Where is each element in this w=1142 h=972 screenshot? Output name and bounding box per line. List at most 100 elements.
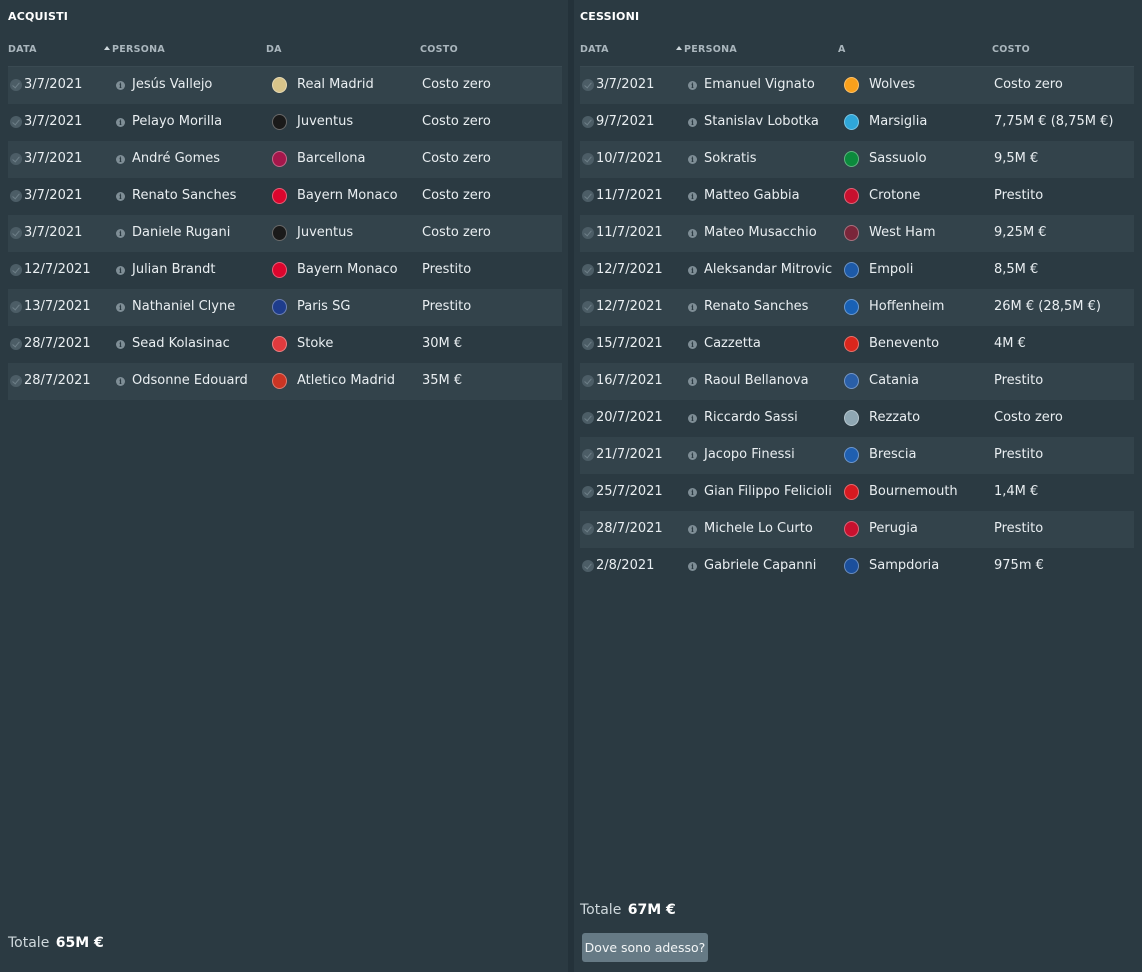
info-icon[interactable]: i (116, 229, 125, 238)
row-club[interactable]: Empoli (869, 262, 914, 277)
row-person[interactable]: Odsonne Edouard (132, 373, 248, 388)
row-club[interactable]: Wolves (869, 77, 916, 92)
row-club[interactable]: Marsiglia (869, 114, 928, 129)
row-club[interactable]: West Ham (869, 225, 936, 240)
row-club[interactable]: Perugia (869, 521, 918, 536)
table-row[interactable]: 11/7/2021 i Mateo Musacchio West Ham 9,25M € (580, 215, 1134, 252)
row-person[interactable]: Gabriele Capanni (704, 558, 817, 573)
table-row[interactable]: 13/7/2021 i Nathaniel Clyne Paris SG Prestit… (8, 289, 562, 326)
table-row[interactable]: 10/7/2021 i Sokratis Sassuolo 9,5M € (580, 141, 1134, 178)
table-row[interactable]: 3/7/2021 i Pelayo Morilla Juventus Costo zer… (8, 104, 562, 141)
table-row[interactable]: 11/7/2021 i Matteo Gabbia Crotone Prestito (580, 178, 1134, 215)
row-club[interactable]: Bayern Monaco (297, 262, 398, 277)
row-club[interactable]: Stoke (297, 336, 334, 351)
info-icon[interactable]: i (116, 303, 125, 312)
where-are-they-now-button[interactable]: Dove sono adesso? (582, 933, 708, 962)
info-icon[interactable]: i (688, 155, 697, 164)
info-icon[interactable]: i (116, 340, 125, 349)
row-person[interactable]: Nathaniel Clyne (132, 299, 236, 314)
row-club[interactable]: Barcellona (297, 151, 366, 166)
info-icon[interactable]: i (688, 303, 697, 312)
table-row[interactable]: 12/7/2021 i Julian Brandt Bayern Monaco Pres… (8, 252, 562, 289)
table-row[interactable]: 3/7/2021 i Daniele Rugani Juventus Costo zer… (8, 215, 562, 252)
table-row[interactable]: 2/8/2021 i Gabriele Capanni Sampdoria 975m € (580, 548, 1134, 585)
row-person[interactable]: Stanislav Lobotka (704, 114, 819, 129)
info-icon[interactable]: i (688, 414, 697, 423)
info-icon[interactable]: i (116, 81, 125, 90)
row-club[interactable]: Catania (869, 373, 919, 388)
table-row[interactable]: 21/7/2021 i Jacopo Finessi Brescia Prestito (580, 437, 1134, 474)
row-person[interactable]: Raoul Bellanova (704, 373, 809, 388)
col-header-data[interactable]: DATA (580, 44, 609, 55)
row-person[interactable]: Renato Sanches (132, 188, 237, 203)
row-person[interactable]: Cazzetta (704, 336, 761, 351)
table-row[interactable]: 3/7/2021 i Jesús Vallejo Real Madrid Costo z… (8, 67, 562, 104)
row-person[interactable]: Jacopo Finessi (704, 447, 795, 462)
col-header-persona[interactable]: PERSONA (676, 44, 737, 55)
table-row[interactable]: 3/7/2021 i Emanuel Vignato Wolves Costo zero (580, 67, 1134, 104)
info-icon[interactable]: i (688, 562, 697, 571)
table-row[interactable]: 16/7/2021 i Raoul Bellanova Catania Prestito (580, 363, 1134, 400)
table-row[interactable]: 15/7/2021 i Cazzetta Benevento 4M € (580, 326, 1134, 363)
row-person[interactable]: André Gomes (132, 151, 221, 166)
row-club[interactable]: Bayern Monaco (297, 188, 398, 203)
row-club[interactable]: Crotone (869, 188, 921, 203)
row-club[interactable]: Real Madrid (297, 77, 374, 92)
info-icon[interactable]: i (688, 118, 697, 127)
info-icon[interactable]: i (688, 377, 697, 386)
row-person[interactable]: Renato Sanches (704, 299, 809, 314)
row-club[interactable]: Brescia (869, 447, 917, 462)
row-person[interactable]: Emanuel Vignato (704, 77, 815, 92)
table-row[interactable]: 9/7/2021 i Stanislav Lobotka Marsiglia 7,75M… (580, 104, 1134, 141)
info-icon[interactable]: i (116, 155, 125, 164)
row-club[interactable]: Atletico Madrid (297, 373, 395, 388)
row-person[interactable]: Matteo Gabbia (704, 188, 800, 203)
col-header-a[interactable]: A (838, 44, 846, 55)
col-header-data[interactable]: DATA (8, 44, 37, 55)
table-row[interactable]: 25/7/2021 i Gian Filippo Felicioli Bournemo… (580, 474, 1134, 511)
info-icon[interactable]: i (688, 229, 697, 238)
row-person[interactable]: Sead Kolasinac (132, 336, 230, 351)
info-icon[interactable]: i (688, 340, 697, 349)
row-person[interactable]: Pelayo Morilla (132, 114, 223, 129)
col-header-da[interactable]: DA (266, 44, 282, 55)
info-icon[interactable]: i (688, 192, 697, 201)
info-icon[interactable]: i (688, 451, 697, 460)
row-person[interactable]: Gian Filippo Felicioli (704, 484, 832, 499)
table-row[interactable]: 3/7/2021 i André Gomes Barcellona Costo zero (8, 141, 562, 178)
row-person[interactable]: Mateo Musacchio (704, 225, 817, 240)
table-row[interactable]: 3/7/2021 i Renato Sanches Bayern Monaco Cost… (8, 178, 562, 215)
row-person[interactable]: Sokratis (704, 151, 757, 166)
col-header-persona[interactable]: PERSONA (104, 44, 165, 55)
row-club[interactable]: Paris SG (297, 299, 351, 314)
table-row[interactable]: 28/7/2021 i Odsonne Edouard Atletico Madrid… (8, 363, 562, 400)
info-icon[interactable]: i (116, 192, 125, 201)
info-icon[interactable]: i (688, 266, 697, 275)
col-header-costo[interactable]: COSTO (992, 44, 1030, 55)
table-row[interactable]: 12/7/2021 i Aleksandar Mitrovic Empoli 8,5M … (580, 252, 1134, 289)
row-person[interactable]: Aleksandar Mitrovic (704, 262, 833, 277)
row-club[interactable]: Sampdoria (869, 558, 940, 573)
row-person[interactable]: Michele Lo Curto (704, 521, 813, 536)
table-row[interactable]: 28/7/2021 i Sead Kolasinac Stoke 30M € (8, 326, 562, 363)
table-row[interactable]: 28/7/2021 i Michele Lo Curto Perugia Prestit… (580, 511, 1134, 548)
row-club[interactable]: Bournemouth (869, 484, 958, 499)
row-club[interactable]: Rezzato (869, 410, 921, 425)
table-row[interactable]: 12/7/2021 i Renato Sanches Hoffenheim 26M € … (580, 289, 1134, 326)
row-club[interactable]: Benevento (869, 336, 940, 351)
row-club[interactable]: Sassuolo (869, 151, 927, 166)
col-header-costo[interactable]: COSTO (420, 44, 458, 55)
row-person[interactable]: Jesús Vallejo (132, 77, 213, 92)
info-icon[interactable]: i (116, 266, 125, 275)
info-icon[interactable]: i (688, 81, 697, 90)
info-icon[interactable]: i (688, 525, 697, 534)
row-person[interactable]: Julian Brandt (132, 262, 216, 277)
info-icon[interactable]: i (116, 377, 125, 386)
row-person[interactable]: Riccardo Sassi (704, 410, 798, 425)
table-row[interactable]: 20/7/2021 i Riccardo Sassi Rezzato Costo zer… (580, 400, 1134, 437)
info-icon[interactable]: i (688, 488, 697, 497)
row-club[interactable]: Juventus (297, 114, 354, 129)
row-person[interactable]: Daniele Rugani (132, 225, 231, 240)
info-icon[interactable]: i (116, 118, 125, 127)
row-club[interactable]: Juventus (297, 225, 354, 240)
